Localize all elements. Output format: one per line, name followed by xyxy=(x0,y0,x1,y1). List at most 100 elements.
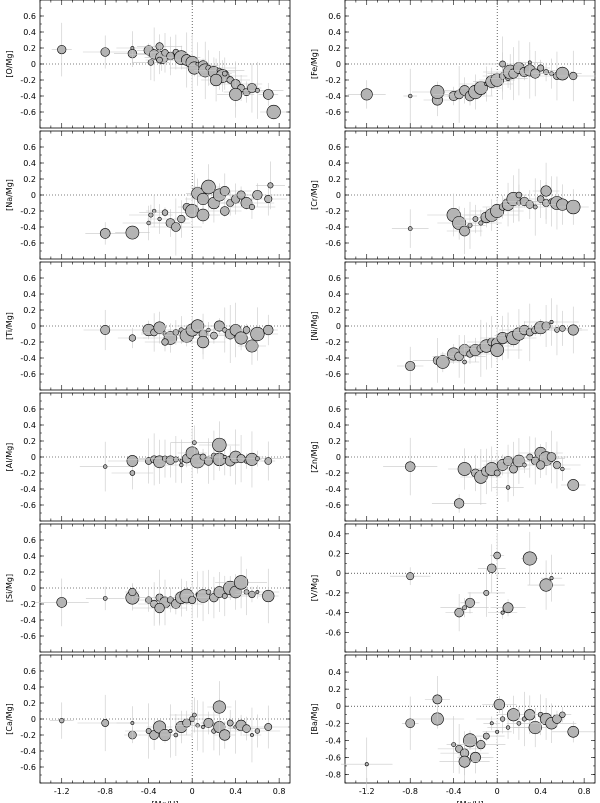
data-point xyxy=(543,69,549,75)
y-tick-label: -0.4 xyxy=(20,616,36,625)
data-point xyxy=(242,326,251,334)
data-point xyxy=(516,720,522,726)
y-tick-label: -0.2 xyxy=(20,731,36,740)
data-point xyxy=(505,725,511,730)
data-point xyxy=(146,220,151,226)
y-tick-label: 0.4 xyxy=(328,530,341,539)
y-tick-label: 0.2 xyxy=(23,306,36,315)
data-point xyxy=(192,712,197,718)
data-point xyxy=(567,479,580,491)
data-point xyxy=(56,597,68,608)
y-tick-label: 0.2 xyxy=(23,175,36,184)
y-tick-label: 0.6 xyxy=(23,143,36,152)
y-tick-label: -0.2 xyxy=(325,207,341,216)
y-tick-label: 0 xyxy=(31,715,36,724)
plot-frame xyxy=(344,654,596,784)
data-point xyxy=(212,437,227,453)
y-tick-label: 0.2 xyxy=(328,44,341,53)
data-point xyxy=(254,87,260,93)
data-point xyxy=(161,338,169,346)
data-point xyxy=(522,551,537,566)
data-point xyxy=(560,466,565,472)
y-tick-label: 0.4 xyxy=(328,668,341,677)
data-point xyxy=(525,200,534,209)
data-point xyxy=(168,729,173,733)
data-point xyxy=(221,593,228,599)
y-tick-label: 0.6 xyxy=(328,405,341,414)
data-point xyxy=(569,71,578,81)
data-point xyxy=(233,575,249,590)
data-point xyxy=(567,725,580,738)
data-point xyxy=(462,605,467,611)
data-point xyxy=(540,185,552,197)
data-point xyxy=(263,324,274,336)
data-point xyxy=(493,551,501,560)
y-tick-label: -0.6 xyxy=(20,501,36,510)
data-point xyxy=(532,204,538,210)
data-point xyxy=(128,334,136,342)
data-point xyxy=(528,720,542,735)
y-tick-label: 0.6 xyxy=(23,405,36,414)
panel-bamg: -1.2 -0.8 -0.4 0 0.4 0.8 0.4 0.2 0 -0.2 -0.4 -0.6 -0… xyxy=(310,654,596,803)
panel-nimg: 0.6 0.4 0.2 0 -0.2 -0.4 -0.6 [Ni/Mg] xyxy=(310,261,596,391)
data-point xyxy=(493,469,501,477)
y-axis-label: [Si/Mg] xyxy=(5,574,14,602)
data-point xyxy=(145,728,152,734)
data-point xyxy=(566,199,581,215)
data-point xyxy=(463,733,477,748)
data-point xyxy=(196,335,210,349)
data-point xyxy=(179,462,184,468)
data-point xyxy=(254,728,261,734)
data-point xyxy=(546,452,557,462)
data-point xyxy=(407,226,413,231)
data-point xyxy=(172,329,180,336)
y-tick-label: 0.4 xyxy=(23,421,36,430)
panel-namg: 0.6 0.4 0.2 0 -0.2 -0.4 -0.6 [Na/Mg] xyxy=(5,130,291,260)
data-point xyxy=(125,225,140,240)
y-tick-label: -0.6 xyxy=(20,763,36,772)
plot-frame xyxy=(344,261,596,391)
y-tick-label: -0.8 xyxy=(325,770,341,779)
data-point xyxy=(506,708,520,722)
data-point xyxy=(478,220,484,226)
data-point xyxy=(537,64,545,72)
plot-frame xyxy=(344,0,596,129)
data-point xyxy=(59,717,65,724)
data-point xyxy=(209,73,223,87)
y-axis-label: [Na/Mg] xyxy=(5,179,14,211)
data-point xyxy=(264,457,273,465)
y-axis-label: [Ca/Mg] xyxy=(5,703,14,734)
data-point xyxy=(248,203,255,211)
y-tick-label: 0 xyxy=(336,191,341,200)
x-tick-label: -1.2 xyxy=(54,787,70,796)
y-tick-label: -0.4 xyxy=(325,609,341,618)
data-point xyxy=(203,456,214,466)
y-tick-label: 0.2 xyxy=(328,437,341,446)
data-point xyxy=(101,719,110,727)
data-point xyxy=(469,751,481,763)
y-tick-label: 0.4 xyxy=(23,290,36,299)
data-point xyxy=(483,589,490,596)
data-point xyxy=(430,85,445,99)
data-point xyxy=(472,216,479,222)
y-tick-label: -0.4 xyxy=(20,92,36,101)
data-point xyxy=(266,104,281,120)
data-point xyxy=(100,325,111,335)
y-tick-label: 0.6 xyxy=(23,667,36,676)
data-point xyxy=(147,59,155,66)
data-point xyxy=(559,325,566,332)
y-tick-label: -0.6 xyxy=(325,239,341,248)
data-point xyxy=(549,320,554,324)
data-point xyxy=(476,740,486,750)
data-point xyxy=(454,607,464,618)
data-point xyxy=(192,440,197,445)
y-tick-label: -0.6 xyxy=(325,628,341,637)
y-tick-label: 0.2 xyxy=(328,685,341,694)
y-axis-label: [Ba/Mg] xyxy=(310,703,319,734)
y-tick-label: 0.2 xyxy=(23,44,36,53)
data-point xyxy=(99,228,111,239)
y-tick-label: -0.6 xyxy=(325,370,341,379)
y-tick-label: -0.6 xyxy=(20,632,36,641)
y-tick-label: -0.4 xyxy=(325,223,341,232)
